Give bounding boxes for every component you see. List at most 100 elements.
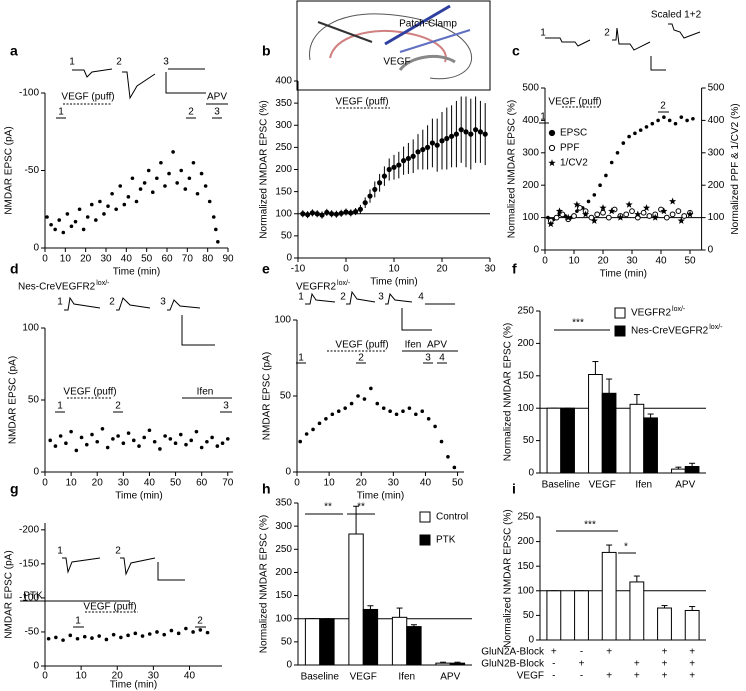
y-tick-label: 250 (275, 142, 292, 153)
point (97, 634, 101, 638)
bar (319, 618, 335, 666)
x-tick-label: 50 (684, 256, 696, 267)
annotation-line (545, 37, 591, 47)
annotation: VEGF (puff) (335, 340, 388, 351)
point (353, 208, 359, 215)
point (604, 173, 608, 178)
y-tick-label: 100 (22, 323, 39, 334)
annotation: 3 (378, 292, 384, 303)
point (171, 150, 175, 154)
point (150, 190, 155, 194)
point (691, 116, 695, 121)
point (452, 465, 457, 470)
y-axis-title: NMDAR EPSC (pA) (4, 550, 15, 638)
point (48, 438, 53, 443)
point (137, 444, 141, 448)
point (615, 151, 620, 155)
point (324, 417, 328, 421)
point (300, 211, 306, 217)
y-tick-label: 350 (275, 498, 292, 509)
point (434, 142, 440, 148)
bar (546, 590, 562, 641)
y-tick-label: 400 (275, 76, 292, 87)
x-tick-label: 70 (182, 254, 194, 265)
x-tick-label: 30 (100, 254, 112, 265)
point (651, 213, 659, 221)
point (449, 133, 455, 139)
annotation-line (165, 72, 206, 94)
y-tick-label: 200 (517, 536, 534, 547)
y-tick-label: -150 (19, 558, 39, 569)
point (362, 200, 368, 206)
annotation: VEGF (puff) (63, 387, 116, 398)
point (121, 441, 126, 446)
legend-label: VEGFR2 (631, 308, 671, 319)
y-tick-label: 0 (533, 245, 539, 256)
stim-electrode (317, 21, 373, 43)
y-tick-label: 300 (275, 521, 292, 532)
x-tick-label: APV (440, 672, 460, 683)
y-tick-label: 0 (33, 661, 39, 672)
point (444, 135, 450, 142)
point (386, 166, 392, 173)
y-tick-label: 100 (275, 613, 292, 624)
bar (574, 590, 589, 641)
point (216, 240, 220, 244)
point (298, 439, 303, 444)
x-tick-label: Baseline (542, 480, 581, 491)
point (592, 193, 597, 197)
point (336, 409, 341, 414)
point (686, 210, 694, 218)
x-tick-label: 40 (184, 671, 196, 682)
bar (449, 662, 466, 666)
row-sign: + (662, 647, 668, 658)
row-sign: + (662, 659, 668, 670)
annotation: 3 (163, 57, 169, 68)
point (69, 429, 73, 434)
point (173, 441, 178, 446)
point (74, 448, 79, 453)
point (58, 434, 63, 438)
point (586, 199, 591, 204)
annotation: 2 (188, 107, 194, 118)
annotation-line (650, 56, 666, 71)
point (203, 184, 208, 188)
dentate-gyrus (398, 55, 456, 71)
point (375, 401, 380, 406)
point (598, 183, 602, 187)
point (138, 187, 143, 191)
annotation: Patch-Clamp (399, 19, 457, 30)
diagram-frame (296, 0, 491, 91)
y-tick-label: 350 (275, 98, 292, 109)
x-tick-label: 20 (436, 264, 448, 275)
point (64, 441, 68, 446)
y-axis-title: NMDAR EPSC (pA) (4, 126, 15, 214)
row-sign: + (662, 671, 668, 682)
y-tick-label: 100 (275, 208, 292, 219)
point (110, 191, 114, 196)
point (681, 213, 688, 219)
legend-label: Control (436, 512, 468, 523)
legend-swatch (614, 325, 626, 337)
point (195, 191, 200, 196)
point (388, 409, 392, 414)
point (426, 417, 431, 421)
y-tick-label: 0 (286, 660, 292, 671)
legend-marker (548, 159, 556, 167)
bar (560, 407, 575, 474)
point (106, 204, 110, 208)
point (90, 636, 94, 640)
y-axis-title: Normalized NMDAR EPSC (%) (259, 515, 270, 653)
point (189, 438, 194, 443)
legend-swatch (614, 307, 626, 319)
legend-label: PTK (436, 535, 456, 546)
point (168, 437, 173, 441)
x-tick-label: 0 (542, 256, 548, 267)
x-tick-label: 0 (343, 264, 349, 275)
panel-label: f (512, 261, 517, 277)
point (49, 222, 53, 227)
point (178, 432, 183, 437)
point (199, 171, 204, 176)
point (77, 207, 82, 212)
point (314, 211, 320, 217)
